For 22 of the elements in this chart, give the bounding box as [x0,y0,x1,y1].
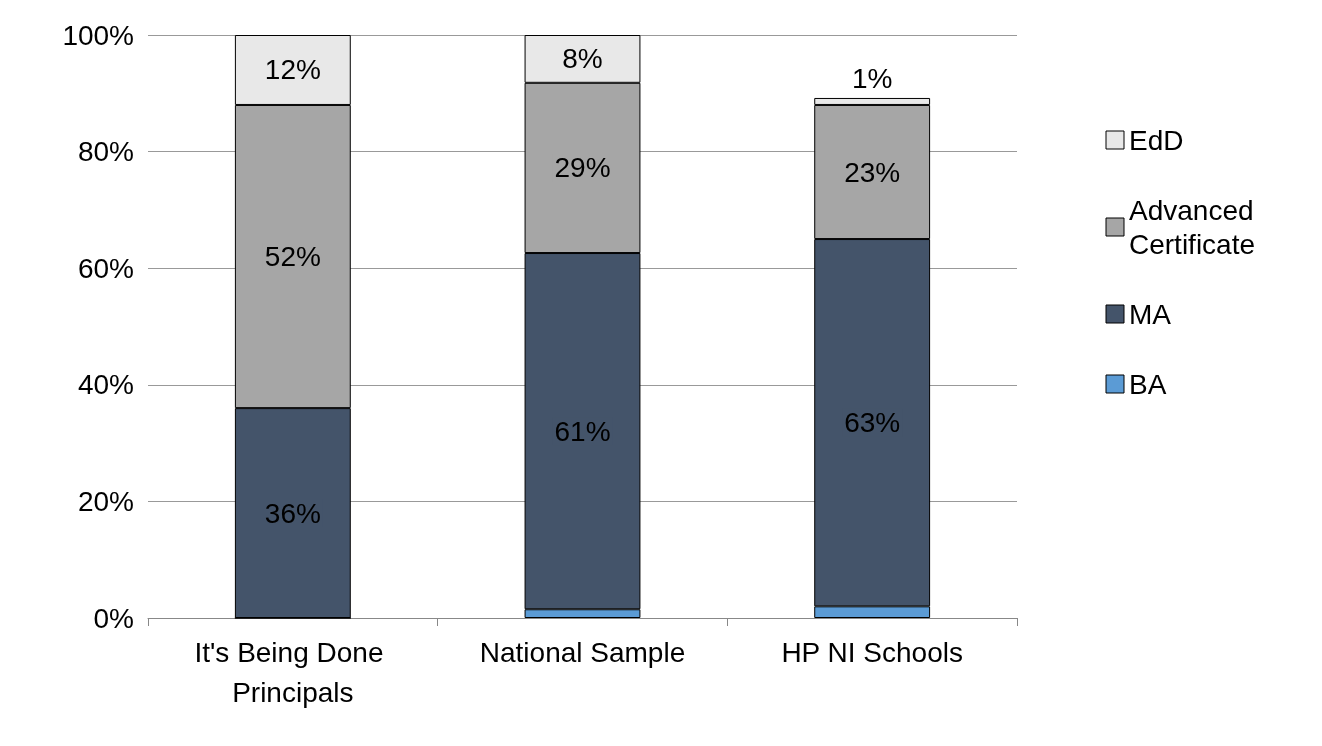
data-label: 61% [554,415,611,447]
data-label: 63% [844,407,901,439]
data-label: 52% [264,241,321,273]
data-label: 23% [844,156,901,188]
y-tick-label: 60% [77,252,134,284]
data-label: 36% [264,497,321,529]
legend-label: MA [1129,298,1172,330]
x-tick-label: It's Being Done Principals [194,636,392,708]
x-tick-label: National Sample [479,636,686,668]
legend-label: EdD [1129,124,1184,156]
data-label: 1% [851,63,893,95]
y-tick-label: 0% [93,602,134,634]
y-tick-label: 20% [77,485,134,517]
legend-label: Advanced Certificate [1129,194,1262,260]
legend-label: BA [1129,368,1167,400]
data-label: 29% [554,152,611,184]
y-tick-label: 80% [77,136,134,168]
data-label: 8% [562,43,603,75]
x-tick-label: HP NI Schools [781,636,963,668]
data-label: 12% [264,54,321,86]
y-tick-label: 40% [77,369,134,401]
y-tick-label: 100% [62,19,134,51]
